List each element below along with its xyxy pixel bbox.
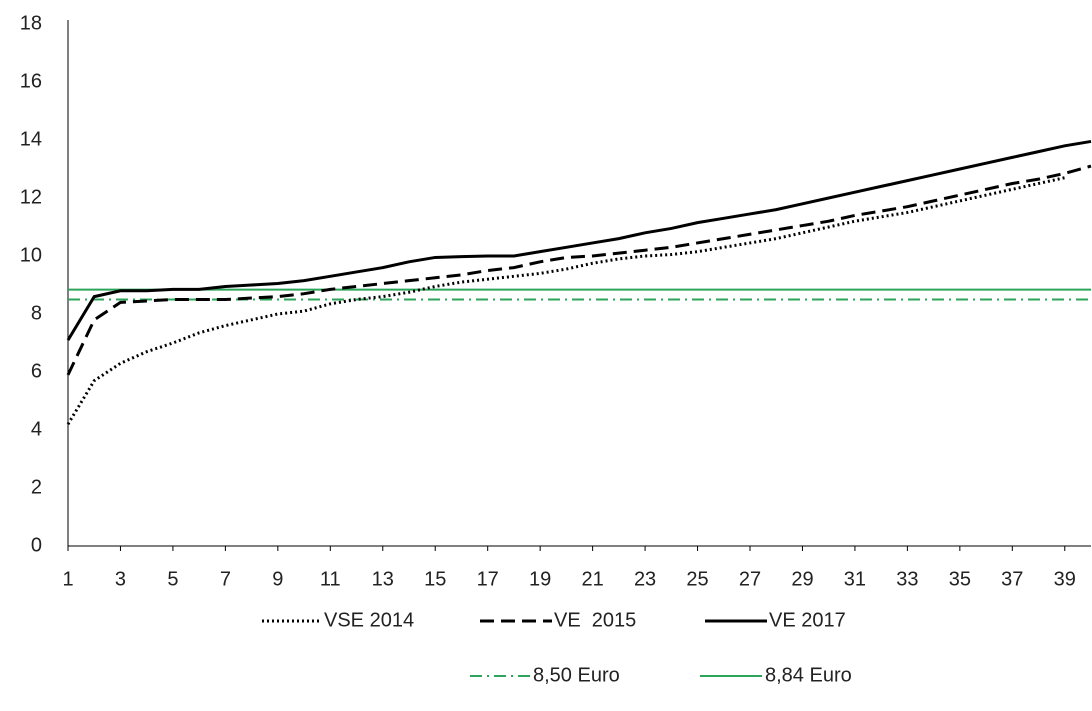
y-tick-label: 14 [20, 128, 42, 150]
x-tick-label: 39 [1054, 568, 1076, 590]
x-tick-label: 9 [272, 568, 283, 590]
legend-label: VE 2015 [554, 609, 636, 631]
x-tick-label: 23 [634, 568, 656, 590]
x-tick-label: 27 [739, 568, 761, 590]
x-tick-label: 29 [791, 568, 813, 590]
y-tick-label: 4 [31, 418, 42, 440]
x-tick-label: 11 [320, 568, 341, 590]
series-line [66, 176, 1066, 425]
y-tick-label: 2 [31, 476, 42, 498]
legend-label: VE 2017 [769, 609, 846, 631]
x-tick-label: 3 [115, 568, 126, 590]
legend-label: 8,50 Euro [533, 664, 620, 686]
legend-label: VSE 2014 [324, 609, 414, 631]
x-tick-label: 1 [62, 568, 73, 590]
legend-label: 8,84 Euro [765, 664, 852, 686]
y-tick-label: 18 [20, 12, 42, 34]
x-tick-label: 15 [424, 568, 446, 590]
y-tick-label: 10 [20, 244, 42, 266]
x-tick-label: 21 [581, 568, 603, 590]
x-tick-label: 33 [896, 568, 918, 590]
x-tick-label: 17 [477, 568, 499, 590]
x-tick-label: 7 [220, 568, 231, 590]
x-tick-label: 19 [529, 568, 551, 590]
x-tick-label: 25 [686, 568, 708, 590]
series-line [66, 164, 1092, 376]
x-tick-label: 37 [1001, 568, 1023, 590]
y-tick-label: 16 [20, 70, 42, 92]
y-tick-label: 8 [31, 302, 42, 324]
y-tick-label: 6 [31, 360, 42, 382]
x-tick-label: 5 [167, 568, 178, 590]
series-line [66, 139, 1092, 341]
x-tick-label: 35 [949, 568, 971, 590]
x-tick-label: 31 [844, 568, 866, 590]
y-tick-label: 0 [31, 534, 42, 556]
x-tick-label: 13 [372, 568, 394, 590]
y-tick-label: 12 [20, 186, 42, 208]
